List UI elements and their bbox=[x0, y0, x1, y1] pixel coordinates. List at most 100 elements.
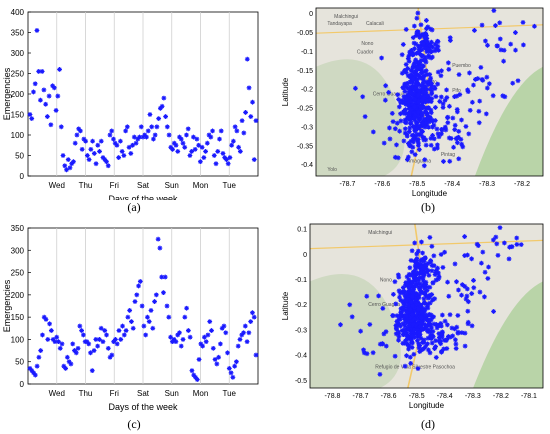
data-point bbox=[419, 347, 424, 353]
data-point bbox=[203, 149, 208, 154]
data-point bbox=[430, 280, 436, 286]
data-point bbox=[427, 72, 433, 77]
data-point bbox=[424, 327, 430, 333]
data-point bbox=[424, 33, 429, 38]
data-point bbox=[412, 263, 418, 269]
data-point bbox=[61, 363, 67, 369]
data-point bbox=[210, 128, 215, 134]
data-point bbox=[124, 124, 130, 130]
data-point bbox=[442, 249, 448, 255]
data-point bbox=[412, 115, 417, 121]
data-point bbox=[419, 257, 425, 262]
data-point bbox=[69, 161, 75, 167]
data-point bbox=[435, 38, 440, 44]
data-point bbox=[409, 47, 414, 53]
data-point bbox=[442, 97, 448, 103]
data-point bbox=[532, 23, 537, 29]
data-point bbox=[426, 272, 432, 278]
data-point bbox=[439, 131, 444, 137]
data-point bbox=[465, 319, 471, 325]
data-point bbox=[410, 340, 415, 346]
data-point bbox=[102, 328, 108, 333]
data-point bbox=[36, 354, 42, 360]
data-point bbox=[243, 110, 248, 115]
data-point bbox=[501, 58, 506, 64]
data-point bbox=[414, 120, 420, 125]
data-point bbox=[86, 157, 92, 162]
y-tick-label: 350 bbox=[11, 224, 25, 233]
data-point bbox=[137, 134, 142, 140]
data-point bbox=[68, 361, 74, 367]
data-point bbox=[433, 94, 439, 99]
data-point bbox=[491, 8, 497, 13]
data-point bbox=[417, 60, 423, 65]
data-point bbox=[426, 347, 431, 353]
data-point bbox=[478, 64, 484, 70]
data-point bbox=[427, 350, 433, 356]
data-point bbox=[396, 321, 401, 326]
data-point bbox=[483, 38, 488, 44]
data-point bbox=[367, 322, 373, 327]
data-point bbox=[230, 374, 236, 380]
x-tick-label: -78.3 bbox=[465, 393, 481, 400]
data-point bbox=[411, 287, 416, 293]
data-point bbox=[253, 352, 259, 358]
data-point bbox=[434, 325, 440, 331]
data-point bbox=[427, 329, 433, 335]
data-point bbox=[425, 24, 431, 30]
data-point bbox=[410, 79, 415, 85]
data-point bbox=[467, 107, 473, 113]
data-point bbox=[148, 308, 154, 313]
data-point bbox=[420, 31, 426, 37]
data-point bbox=[442, 124, 448, 130]
data-point bbox=[109, 128, 115, 134]
data-point bbox=[433, 355, 439, 360]
data-point bbox=[397, 294, 402, 300]
data-point bbox=[389, 110, 395, 116]
data-point bbox=[237, 337, 243, 342]
data-point bbox=[394, 142, 399, 148]
data-point bbox=[426, 312, 432, 317]
data-point bbox=[121, 332, 127, 338]
data-point bbox=[401, 110, 407, 116]
data-point bbox=[128, 151, 134, 156]
data-point bbox=[446, 293, 452, 299]
data-point bbox=[421, 337, 427, 343]
data-point bbox=[138, 124, 144, 130]
data-point bbox=[397, 290, 403, 296]
data-point bbox=[422, 95, 427, 100]
data-point bbox=[65, 157, 71, 162]
data-point bbox=[250, 99, 255, 105]
data-point bbox=[411, 63, 416, 69]
x-tick-label: Sat bbox=[137, 181, 150, 190]
data-point bbox=[361, 350, 367, 356]
x-tick-label: -78.2 bbox=[493, 393, 509, 400]
data-point bbox=[408, 51, 413, 57]
data-point bbox=[70, 341, 76, 347]
data-point bbox=[392, 279, 398, 285]
data-point bbox=[404, 282, 410, 288]
data-point bbox=[418, 83, 424, 89]
data-point bbox=[212, 357, 218, 362]
data-point bbox=[479, 260, 484, 266]
data-point bbox=[406, 346, 411, 352]
data-point bbox=[412, 240, 418, 246]
data-point bbox=[412, 305, 417, 310]
data-point bbox=[219, 325, 225, 331]
data-point bbox=[175, 149, 181, 154]
data-point bbox=[111, 136, 116, 142]
data-point bbox=[147, 112, 153, 117]
data-point bbox=[387, 125, 392, 131]
data-point bbox=[411, 61, 417, 67]
data-point bbox=[413, 57, 419, 63]
map-place-label: Nono bbox=[380, 277, 392, 283]
data-point bbox=[441, 346, 447, 352]
data-point bbox=[178, 343, 184, 349]
x-tick-label: -78.7 bbox=[353, 393, 369, 400]
data-point bbox=[423, 18, 429, 23]
data-point bbox=[407, 111, 413, 117]
data-point bbox=[405, 56, 411, 61]
data-point bbox=[382, 97, 388, 103]
data-point bbox=[161, 290, 166, 296]
data-point bbox=[58, 124, 64, 130]
